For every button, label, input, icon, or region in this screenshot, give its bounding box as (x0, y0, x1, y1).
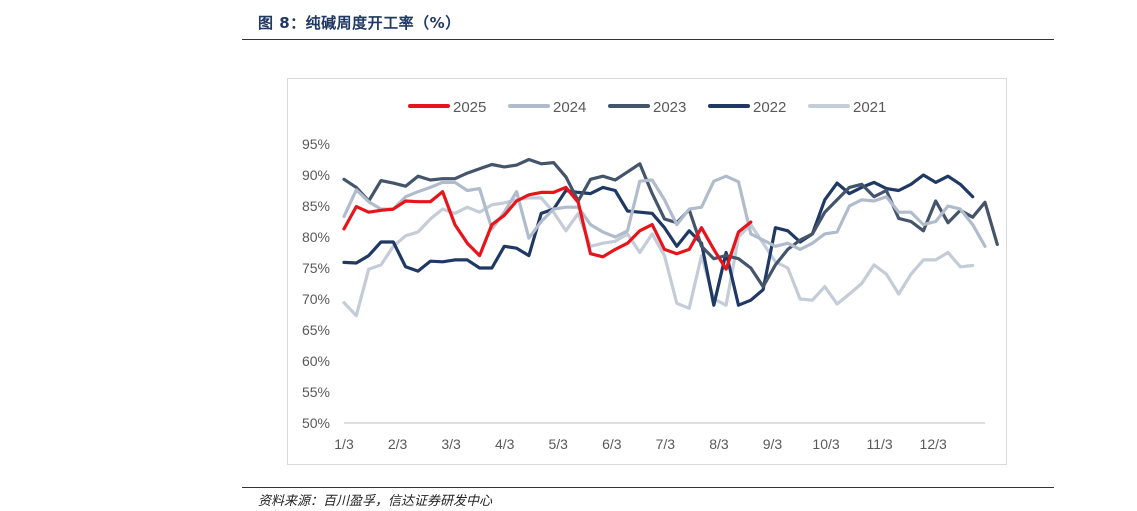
series-line-2022 (342, 173, 975, 307)
legend-label-2025: 2025 (453, 99, 486, 116)
legend-label-2024: 2024 (553, 99, 586, 116)
series-line-2021 (342, 196, 975, 318)
bottom-rule (242, 487, 1054, 488)
y-tick-label: 90% (302, 167, 330, 183)
x-tick-label: 10/3 (812, 436, 839, 452)
top-rule (242, 39, 1054, 40)
y-tick-label: 70% (302, 291, 330, 307)
figure-title: 图 8：纯碱周度开工率（%） (258, 14, 461, 32)
x-tick-label: 12/3 (920, 436, 947, 452)
y-tick-label: 75% (302, 260, 330, 276)
x-tick-label: 11/3 (866, 436, 892, 452)
y-tick-label: 95% (302, 136, 330, 152)
series-line-2025 (342, 185, 753, 271)
legend-label-2022: 2022 (753, 99, 786, 116)
x-tick-label: 7/3 (656, 436, 676, 452)
x-tick-label: 3/3 (441, 436, 461, 452)
x-tick-label: 9/3 (763, 436, 783, 452)
series-line-2024 (342, 174, 987, 251)
legend-label-2023: 2023 (653, 99, 686, 116)
y-tick-label: 60% (302, 353, 330, 369)
y-tick-label: 55% (302, 384, 330, 400)
y-tick-label: 50% (302, 415, 330, 431)
x-tick-label: 4/3 (495, 436, 515, 452)
series-line-2023 (342, 157, 999, 289)
x-tick-label: 6/3 (602, 436, 622, 452)
series-layer (342, 157, 999, 318)
x-axis: 1/3 2/3 3/3 4/3 5/3 6/3 7/3 8/3 9/3 10/3 11/3 12/3 (334, 422, 985, 452)
y-axis: 50% 55% 60% 65% 70% 75% 80% 85% 90% 95% (302, 136, 330, 431)
x-tick-label: 2/3 (388, 436, 408, 452)
y-tick-label: 65% (302, 322, 330, 338)
legend: 2025 2024 2023 2022 2021 (408, 99, 886, 116)
x-tick-label: 5/3 (549, 436, 569, 452)
x-tick-label: 8/3 (709, 436, 729, 452)
y-tick-label: 85% (302, 198, 330, 214)
chart-frame (287, 78, 1007, 465)
source-note: 资料来源：百川盈孚，信达证券研发中心 (258, 494, 493, 509)
legend-label-2021: 2021 (853, 99, 886, 116)
x-tick-label: 1/3 (334, 436, 354, 452)
y-tick-label: 80% (302, 229, 330, 245)
